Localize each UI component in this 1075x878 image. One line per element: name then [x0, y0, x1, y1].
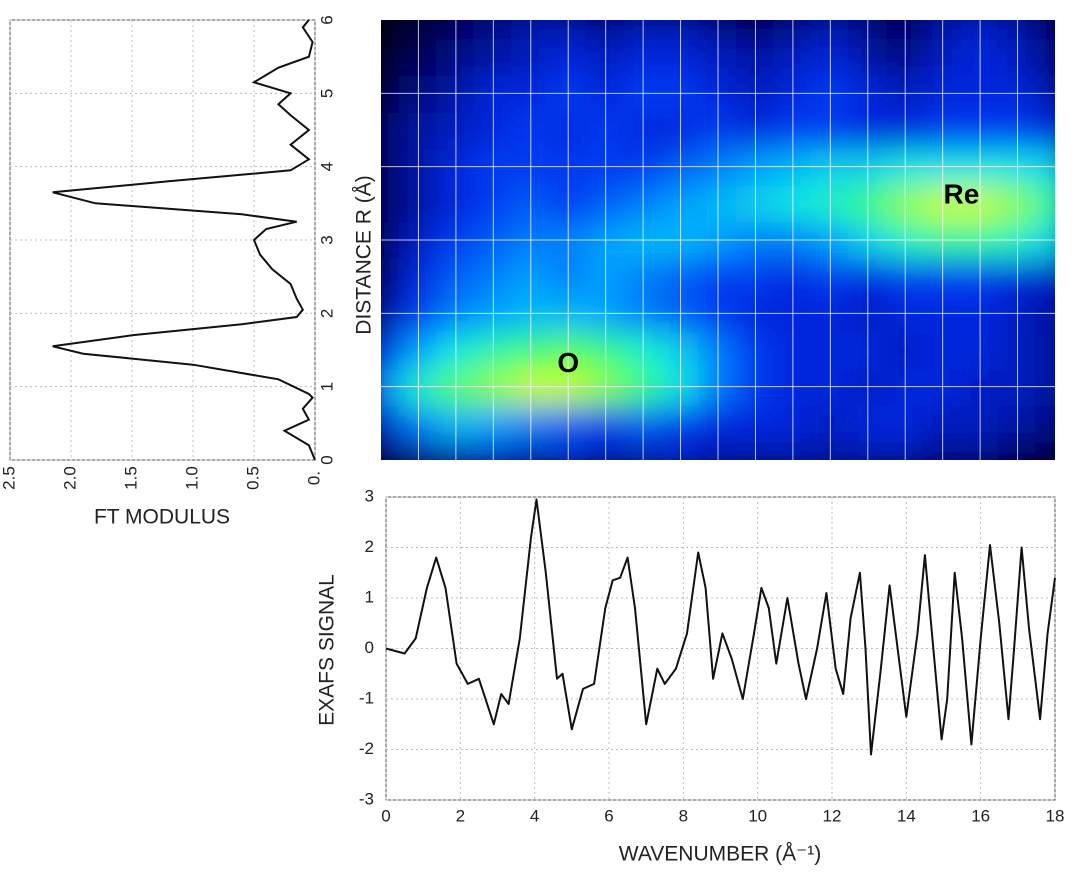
- annotation: O: [557, 347, 579, 378]
- distance-tick-label: 0: [317, 455, 336, 464]
- y-tick-label: -1: [359, 688, 374, 707]
- heat-cell: [381, 257, 401, 296]
- heat-cell: [1035, 404, 1055, 443]
- distance-tick-label: 4: [317, 162, 336, 171]
- heat-cell: [1035, 110, 1055, 150]
- distance-tick-label: 6: [317, 15, 336, 24]
- heat-cell: [1035, 184, 1055, 223]
- x-tick-label: 4: [530, 806, 539, 825]
- annotation: Re: [943, 178, 979, 209]
- heat-cell: [381, 20, 401, 40]
- y-axis-label: EXAFS SIGNAL: [316, 574, 339, 726]
- x-axis-label: WAVENUMBER (Å⁻¹): [619, 843, 821, 866]
- modulus-tick-label: 1.0: [182, 466, 201, 490]
- y-tick-label: 2: [365, 537, 374, 556]
- modulus-tick-label: 1.5: [121, 466, 140, 490]
- left-axis-label: FT MODULUS: [94, 506, 230, 529]
- heat-cell: [1035, 37, 1055, 76]
- distance-tick-label: 5: [317, 89, 336, 98]
- heat-cell: [381, 404, 401, 443]
- y-tick-label: 3: [365, 486, 374, 505]
- y-tick-label: 0: [365, 638, 374, 657]
- x-tick-label: 14: [897, 806, 916, 825]
- modulus-tick-label: 0.5: [243, 466, 262, 490]
- distance-tick-label: 1: [317, 382, 336, 391]
- x-tick-label: 18: [1046, 806, 1065, 825]
- modulus-tick-label: 2.5: [0, 466, 18, 490]
- distance-axis-label: DISTANCE R (Å): [353, 175, 376, 334]
- x-tick-label: 16: [971, 806, 990, 825]
- x-tick-label: 10: [748, 806, 767, 825]
- heat-cell: [381, 440, 401, 460]
- exafs-line: [385, 498, 1056, 756]
- heat-cell: [381, 37, 401, 76]
- heat-cell: [381, 330, 401, 370]
- heat-cell: [1035, 257, 1055, 296]
- distance-tick-label: 3: [317, 235, 336, 244]
- heat-cell: [381, 184, 401, 223]
- ft-line: [52, 19, 316, 461]
- heat-cell: [381, 110, 401, 150]
- x-tick-label: 6: [604, 806, 613, 825]
- x-tick-label: 12: [823, 806, 842, 825]
- x-tick-label: 0: [381, 806, 390, 825]
- x-tick-label: 2: [456, 806, 465, 825]
- modulus-tick-label: 2.0: [60, 466, 79, 490]
- modulus-tick-label: 0.: [304, 471, 323, 485]
- y-tick-label: -3: [359, 789, 374, 808]
- x-tick-label: 8: [679, 806, 688, 825]
- heat-cell: [1035, 330, 1055, 370]
- y-tick-label: 1: [365, 587, 374, 606]
- heat-cell: [1035, 440, 1055, 460]
- distance-tick-label: 2: [317, 309, 336, 318]
- heat-cell: [1035, 20, 1055, 40]
- y-tick-label: -2: [359, 739, 374, 758]
